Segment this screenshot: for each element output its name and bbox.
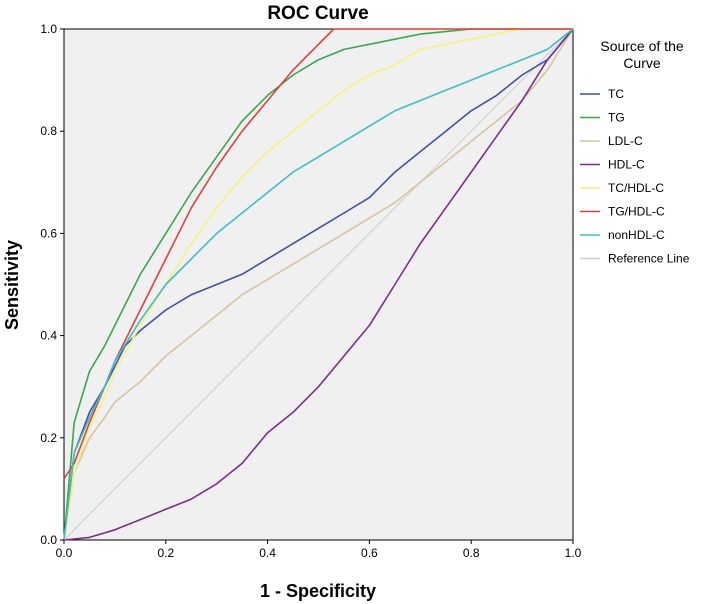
- series-line-tc: [63, 28, 574, 541]
- legend-label: HDL-C: [608, 158, 645, 172]
- y-tick-label: 0.4: [40, 329, 57, 343]
- legend-label: TG/HDL-C: [608, 205, 665, 219]
- y-tick-label: 0.2: [40, 431, 57, 445]
- x-tick-label: 1.0: [565, 546, 582, 560]
- series-line-tg: [63, 28, 573, 541]
- legend-label: Reference Line: [608, 252, 690, 266]
- legend-items: TC TG LDL-C HDL-C TC/HDL-C TG/HDL-C nonHDL-C Re…: [580, 87, 690, 266]
- y-tick-label: 1.0: [40, 22, 57, 36]
- x-axis-label: 1 - Specificity: [260, 581, 376, 601]
- series-layer: [63, 28, 574, 541]
- series-line-reference-line: [63, 28, 574, 541]
- y-tick-label: 0.6: [40, 226, 57, 240]
- legend-label: nonHDL-C: [608, 228, 665, 242]
- legend-title-line-2: Curve: [623, 55, 661, 71]
- y-tick-label: 0.8: [40, 124, 57, 138]
- x-tick-label: 0.8: [463, 546, 480, 560]
- x-axis-ticks: 0.0 0.2 0.4 0.6 0.8 1.0: [56, 540, 582, 560]
- legend: Source of the Curve TC TG LDL-C HDL-C TC/HDL…: [580, 38, 690, 266]
- series-line-hdl-c: [63, 28, 574, 541]
- x-tick-label: 0.0: [56, 546, 73, 560]
- y-axis-label: Sensitivity: [2, 240, 22, 330]
- legend-title-line-1: Source of the: [600, 38, 683, 54]
- legend-label: TG: [608, 111, 625, 125]
- legend-label: LDL-C: [608, 134, 643, 148]
- series-line-ldl-c: [63, 28, 574, 541]
- x-tick-label: 0.2: [157, 546, 174, 560]
- legend-label: TC: [608, 87, 624, 101]
- y-axis-ticks: 0.0 0.2 0.4 0.6 0.8 1.0: [40, 22, 64, 547]
- legend-label: TC/HDL-C: [608, 181, 664, 195]
- series-line-tc-hdl-c: [63, 28, 573, 541]
- x-tick-label: 0.6: [361, 546, 378, 560]
- series-line-nonhdl-c: [63, 28, 574, 541]
- chart-title: ROC Curve: [267, 3, 368, 24]
- x-tick-label: 0.4: [259, 546, 276, 560]
- y-tick-label: 0.0: [40, 533, 57, 547]
